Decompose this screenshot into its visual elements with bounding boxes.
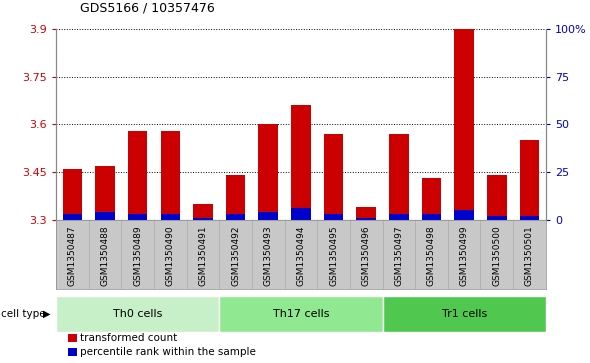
Text: GSM1350498: GSM1350498 — [427, 225, 436, 286]
Text: percentile rank within the sample: percentile rank within the sample — [80, 347, 255, 357]
Bar — [160, 214, 180, 220]
Bar — [389, 214, 409, 220]
Text: GSM1350490: GSM1350490 — [166, 225, 175, 286]
Bar — [219, 296, 382, 332]
Bar — [422, 214, 441, 220]
Bar — [291, 208, 311, 220]
Text: GSM1350500: GSM1350500 — [492, 225, 502, 286]
Bar — [63, 214, 82, 220]
Bar — [356, 218, 376, 220]
Bar — [487, 216, 507, 220]
Text: GSM1350499: GSM1350499 — [460, 225, 468, 286]
Bar — [487, 175, 507, 220]
Bar — [128, 131, 148, 220]
Bar — [389, 134, 409, 220]
Text: transformed count: transformed count — [80, 333, 177, 343]
Text: GSM1350496: GSM1350496 — [362, 225, 371, 286]
Text: GSM1350494: GSM1350494 — [296, 225, 306, 286]
Bar — [324, 134, 343, 220]
Bar — [520, 216, 539, 220]
Text: GSM1350491: GSM1350491 — [198, 225, 208, 286]
Text: cell type: cell type — [1, 309, 46, 319]
Text: Th0 cells: Th0 cells — [113, 309, 162, 319]
Text: GSM1350488: GSM1350488 — [100, 225, 110, 286]
Text: GSM1350487: GSM1350487 — [68, 225, 77, 286]
Bar — [56, 296, 219, 332]
Text: GSM1350497: GSM1350497 — [394, 225, 404, 286]
Bar — [454, 210, 474, 220]
Bar — [128, 214, 148, 220]
Bar — [258, 124, 278, 220]
Bar — [63, 169, 82, 220]
Text: Th17 cells: Th17 cells — [273, 309, 329, 319]
Bar — [422, 178, 441, 220]
Bar — [520, 140, 539, 220]
Text: GSM1350489: GSM1350489 — [133, 225, 142, 286]
Bar — [193, 204, 213, 220]
Bar — [356, 207, 376, 220]
Text: GSM1350501: GSM1350501 — [525, 225, 534, 286]
Bar — [95, 166, 115, 220]
Text: GDS5166 / 10357476: GDS5166 / 10357476 — [80, 1, 214, 15]
Bar — [382, 296, 546, 332]
Bar — [324, 214, 343, 220]
Text: ▶: ▶ — [42, 309, 50, 319]
Text: GSM1350495: GSM1350495 — [329, 225, 338, 286]
Bar — [193, 218, 213, 220]
Bar — [226, 214, 245, 220]
Bar — [454, 29, 474, 220]
Text: Tr1 cells: Tr1 cells — [441, 309, 487, 319]
Bar — [258, 212, 278, 220]
Text: GSM1350492: GSM1350492 — [231, 225, 240, 286]
Text: GSM1350493: GSM1350493 — [264, 225, 273, 286]
Bar — [95, 212, 115, 220]
Bar — [160, 131, 180, 220]
Bar — [226, 175, 245, 220]
Bar — [291, 105, 311, 220]
